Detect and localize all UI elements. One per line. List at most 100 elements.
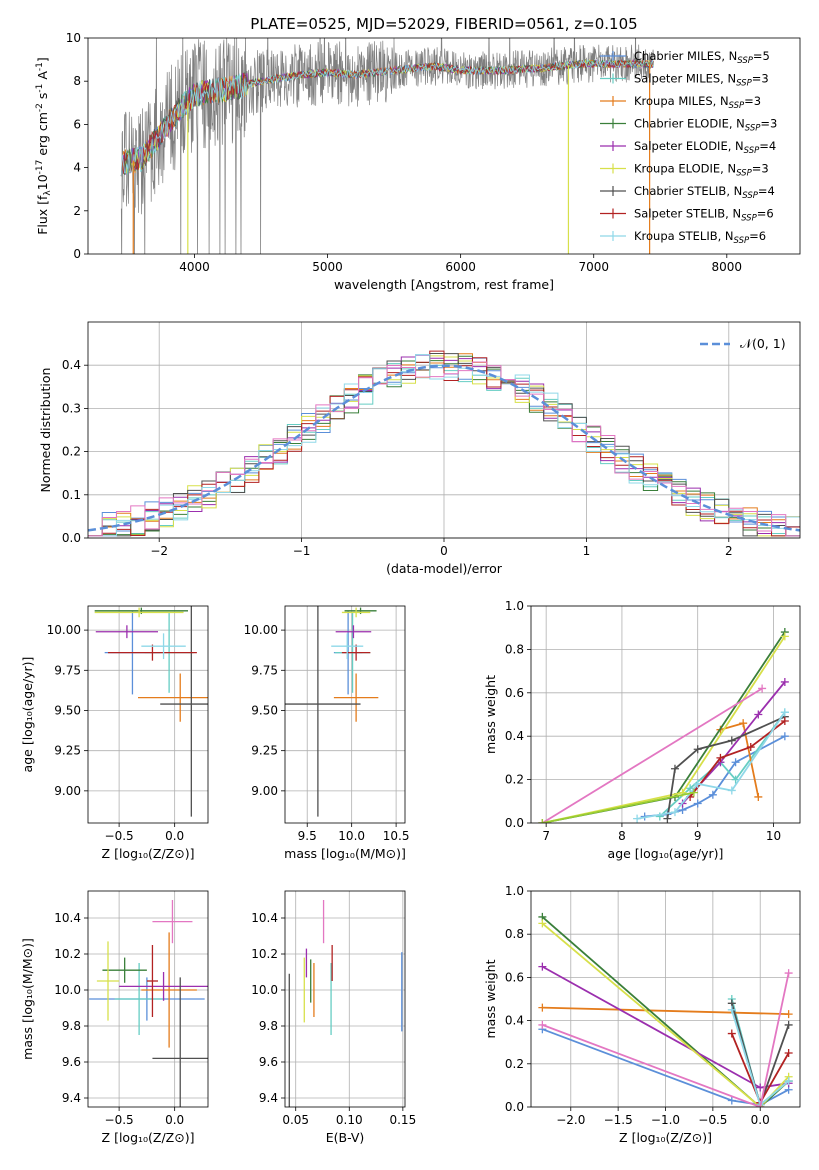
legend-count: =6 <box>757 207 774 221</box>
mass-weight-marker <box>746 743 755 752</box>
y-axis-label-part: -1 <box>35 62 45 71</box>
mass-weight-marker <box>727 1096 736 1105</box>
y-axis-label-part: -17 <box>35 160 45 175</box>
legend-sub: SSP <box>734 236 750 246</box>
legend-label: Salpeter MILES, N <box>634 72 736 86</box>
legend-entry: Kroupa MILES, NSSP=3 <box>634 94 761 111</box>
legend-label: Kroupa ELODIE, N <box>634 162 736 176</box>
observed-spectrum <box>120 38 654 254</box>
y-tick-label: 9.00 <box>54 784 81 798</box>
legend-count: =4 <box>759 139 776 153</box>
axes-frame <box>87 605 209 824</box>
residual-histogram-series <box>88 361 800 537</box>
y-tick-label: 10.00 <box>244 623 278 637</box>
y-tick-label: 0.2 <box>62 445 81 459</box>
mass-weight-marker <box>756 1103 765 1107</box>
x-tick-label: −2 <box>150 544 168 558</box>
axes-frame <box>530 605 801 824</box>
legend-entry: Salpeter ELODIE, NSSP=4 <box>634 139 776 156</box>
mass-weight-marker <box>538 819 547 823</box>
mass-weight-marker <box>716 753 725 762</box>
legend-label: Kroupa MILES, N <box>634 94 729 108</box>
x-tick-label: 0.05 <box>282 1113 309 1127</box>
y-tick-label: 9.4 <box>62 1091 81 1105</box>
y-tick-label: 9.25 <box>54 744 81 758</box>
y-tick-label: 9.8 <box>62 1019 81 1033</box>
x-axis-label: (data-model)/error <box>386 561 503 576</box>
y-tick-label: 0.6 <box>505 686 524 700</box>
y-axis-label-part: s <box>35 93 50 104</box>
x-tick-label: 8000 <box>712 260 743 274</box>
legend-entry: Salpeter MILES, NSSP=3 <box>634 72 769 89</box>
legend-count: =4 <box>758 184 775 198</box>
y-tick-label: 0.8 <box>505 927 524 941</box>
axes-frame <box>87 37 801 255</box>
y-tick-label: 10 <box>66 31 81 45</box>
y-tick-label: 10.4 <box>54 911 81 925</box>
mass-weight-marker <box>689 788 698 797</box>
legend-sub: SSP <box>736 79 752 89</box>
legend-label: Chabrier STELIB, N <box>634 184 742 198</box>
x-tick-label: −0.5 <box>105 1113 134 1127</box>
plot-area <box>288 900 403 1107</box>
legend-entry: Chabrier MILES, NSSP=5 <box>634 49 770 66</box>
y-tick-label: 0.2 <box>505 1057 524 1071</box>
x-tick-label: −1 <box>293 544 311 558</box>
normal-curve <box>88 364 800 532</box>
y-axis-label: mass [log₁₀(M/M⊙)] <box>20 938 35 1060</box>
plot-area <box>120 38 654 254</box>
y-axis-label: Flux [fλ10-17 erg cm-2 s-1 A-1] <box>35 57 53 235</box>
y-tick-label: 0 <box>73 247 81 261</box>
legend-entry: Kroupa STELIB, NSSP=6 <box>634 229 766 246</box>
mass-weight-marker <box>670 808 679 817</box>
legend-sub: SSP <box>745 124 761 134</box>
panel-massweight_vs_Z: −2.0 −1.5 −1.0 −0.5 0.0 0.0 0.2 0.4 0.6 0.8 1.0 Z [… <box>483 884 801 1145</box>
x-tick-label: 10.5 <box>383 829 410 843</box>
legend-count: =3 <box>752 162 769 176</box>
x-tick-label: 2 <box>725 544 733 558</box>
plot-area <box>538 912 793 1107</box>
mass-weight-marker <box>784 1049 793 1057</box>
mass-weight-marker <box>784 1010 793 1019</box>
y-tick-label: 0.2 <box>505 773 524 787</box>
mass-weight-marker <box>538 962 547 971</box>
x-tick-label: 4000 <box>179 260 210 274</box>
legend-count: =3 <box>760 117 777 131</box>
y-tick-label: 1.0 <box>505 884 524 898</box>
y-tick-label: 9.6 <box>259 1055 278 1069</box>
plot-area <box>285 606 379 817</box>
mass-weight-marker <box>739 719 748 728</box>
x-tick-label: 7 <box>542 829 550 843</box>
axes-frame <box>284 605 406 824</box>
y-tick-label: 9.75 <box>251 663 278 677</box>
mass-weight-series <box>542 635 786 823</box>
mass-weight-marker <box>780 677 789 686</box>
panel-mass_vs_Z: −0.5 0.0 9.4 9.6 9.8 10.0 10.2 10.4 Z [log₁₀(Z/Z… <box>20 890 209 1145</box>
x-tick-label: 9.5 <box>298 829 317 843</box>
mass-weight-marker <box>780 717 789 726</box>
mass-weight-marker <box>784 969 793 978</box>
panel-spectrum: 4000 5000 6000 7000 8000 0 2 4 6 8 10 Chabrier MILE… <box>35 31 801 292</box>
panel-age_vs_Z: −0.5 0.0 9.00 9.25 9.50 9.75 10.00 Z [log₁₀(Z/Z… <box>20 605 209 861</box>
y-tick-label: 9.8 <box>259 1019 278 1033</box>
mass-weight-marker <box>655 812 664 821</box>
x-tick-label: 6000 <box>445 260 476 274</box>
x-tick-label: 1 <box>583 544 591 558</box>
x-tick-label: −0.5 <box>105 829 134 843</box>
panel-massweight_vs_age: 7 8 9 10 0.0 0.2 0.4 0.6 0.8 1.0 age [log₁₀(age/yr… <box>483 599 801 861</box>
mass-weight-marker <box>538 1003 547 1012</box>
legend-sub: SSP <box>737 56 753 66</box>
x-axis-label: wavelength [Angstrom, rest frame] <box>334 277 554 292</box>
mass-weight-marker <box>727 786 736 795</box>
mass-weight-series <box>689 720 786 798</box>
y-tick-label: 2 <box>73 204 81 218</box>
x-tick-label: −1.0 <box>651 1113 680 1127</box>
mass-weight-series <box>542 1028 790 1106</box>
mass-weight-marker <box>756 1083 765 1092</box>
mass-weight-marker <box>754 710 763 719</box>
legend-sub: SSP <box>736 169 752 179</box>
mass-weight-marker <box>727 736 736 745</box>
panel-mass_vs_ebv: 0.05 0.10 0.15 9.4 9.6 9.8 10.0 10.2 10.4 E(B-V) <box>251 890 416 1145</box>
plot-area <box>88 350 800 537</box>
